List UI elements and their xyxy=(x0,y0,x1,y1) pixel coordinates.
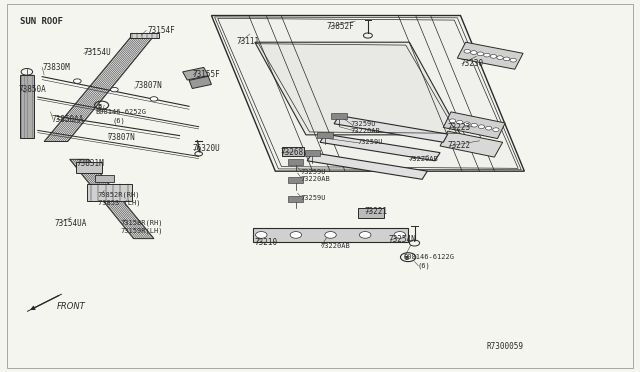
Polygon shape xyxy=(334,116,448,142)
Polygon shape xyxy=(95,175,115,182)
Text: 73853 (LH): 73853 (LH) xyxy=(98,199,140,206)
Polygon shape xyxy=(288,196,303,202)
Circle shape xyxy=(394,232,406,238)
Text: 73850A: 73850A xyxy=(19,85,46,94)
Text: 73852F: 73852F xyxy=(326,22,354,31)
Text: 73807N: 73807N xyxy=(135,81,163,90)
Circle shape xyxy=(478,125,484,129)
Text: B: B xyxy=(97,104,102,109)
Polygon shape xyxy=(253,228,408,242)
Polygon shape xyxy=(20,75,34,138)
Text: 73155F: 73155F xyxy=(192,70,220,79)
Polygon shape xyxy=(305,150,320,156)
Text: (6): (6) xyxy=(417,262,430,269)
Text: R7300059: R7300059 xyxy=(486,341,523,350)
Text: 73154UA: 73154UA xyxy=(55,219,87,228)
Text: 73222: 73222 xyxy=(448,141,471,151)
Circle shape xyxy=(150,97,158,101)
Text: B08146-6122G: B08146-6122G xyxy=(403,254,454,260)
Text: 73158R(RH): 73158R(RH) xyxy=(121,220,163,226)
Circle shape xyxy=(510,58,516,62)
Polygon shape xyxy=(211,16,524,171)
Circle shape xyxy=(360,232,371,238)
Circle shape xyxy=(471,124,477,127)
Text: 73154U: 73154U xyxy=(84,48,111,57)
Text: B: B xyxy=(404,256,408,261)
Circle shape xyxy=(449,119,456,123)
Circle shape xyxy=(486,126,492,130)
Text: 73111: 73111 xyxy=(237,37,260,46)
Circle shape xyxy=(111,87,118,92)
Polygon shape xyxy=(87,184,132,201)
Polygon shape xyxy=(288,158,303,164)
Polygon shape xyxy=(189,76,211,89)
Circle shape xyxy=(255,232,267,238)
Text: 73221: 73221 xyxy=(365,207,388,216)
Polygon shape xyxy=(317,132,333,138)
Text: 73259U: 73259U xyxy=(357,139,383,145)
Polygon shape xyxy=(307,153,428,179)
Text: 73154F: 73154F xyxy=(148,26,175,35)
Polygon shape xyxy=(282,147,304,156)
Text: FRONT: FRONT xyxy=(57,302,86,311)
Text: 73807N: 73807N xyxy=(108,133,136,142)
Text: 73210: 73210 xyxy=(255,238,278,247)
Text: 73259U: 73259U xyxy=(301,169,326,175)
Circle shape xyxy=(497,56,503,60)
Circle shape xyxy=(493,128,499,132)
Text: 73259U: 73259U xyxy=(351,121,376,127)
Polygon shape xyxy=(440,131,502,157)
Text: 73220AB: 73220AB xyxy=(320,243,349,249)
Circle shape xyxy=(484,53,490,57)
Text: 73254N: 73254N xyxy=(389,235,417,244)
Text: 73259U: 73259U xyxy=(301,195,326,201)
Text: 73223: 73223 xyxy=(448,123,471,132)
Text: 73830M: 73830M xyxy=(42,63,70,72)
Circle shape xyxy=(470,51,477,54)
Polygon shape xyxy=(76,162,102,173)
Circle shape xyxy=(290,232,301,238)
Polygon shape xyxy=(458,42,523,69)
Text: 73230: 73230 xyxy=(461,59,484,68)
Circle shape xyxy=(456,121,463,124)
Text: 76320U: 76320U xyxy=(192,144,220,153)
Text: 73831M: 73831M xyxy=(76,158,104,167)
Circle shape xyxy=(490,55,497,58)
Polygon shape xyxy=(288,177,303,183)
Polygon shape xyxy=(444,112,505,138)
Circle shape xyxy=(464,122,470,126)
Circle shape xyxy=(464,49,470,53)
Circle shape xyxy=(74,79,81,83)
Polygon shape xyxy=(130,33,159,38)
Polygon shape xyxy=(255,42,461,135)
Polygon shape xyxy=(70,159,154,238)
Circle shape xyxy=(477,52,484,56)
Text: 73852R(RH): 73852R(RH) xyxy=(98,192,140,198)
Text: 73159R(LH): 73159R(LH) xyxy=(121,227,163,234)
Polygon shape xyxy=(358,208,384,218)
Text: 73220AB: 73220AB xyxy=(351,128,380,134)
Text: 73220AB: 73220AB xyxy=(408,156,438,162)
Polygon shape xyxy=(44,36,154,141)
Circle shape xyxy=(324,232,336,238)
Text: 73268: 73268 xyxy=(280,148,303,157)
Polygon shape xyxy=(332,113,347,119)
Polygon shape xyxy=(320,134,440,161)
Text: 73850AA: 73850AA xyxy=(52,115,84,124)
Circle shape xyxy=(504,57,510,61)
Text: B08146-6252G: B08146-6252G xyxy=(95,109,146,115)
Text: 73220AB: 73220AB xyxy=(301,176,331,182)
Text: SUN ROOF: SUN ROOF xyxy=(20,17,63,26)
Text: (6): (6) xyxy=(113,118,125,124)
Polygon shape xyxy=(182,67,208,80)
